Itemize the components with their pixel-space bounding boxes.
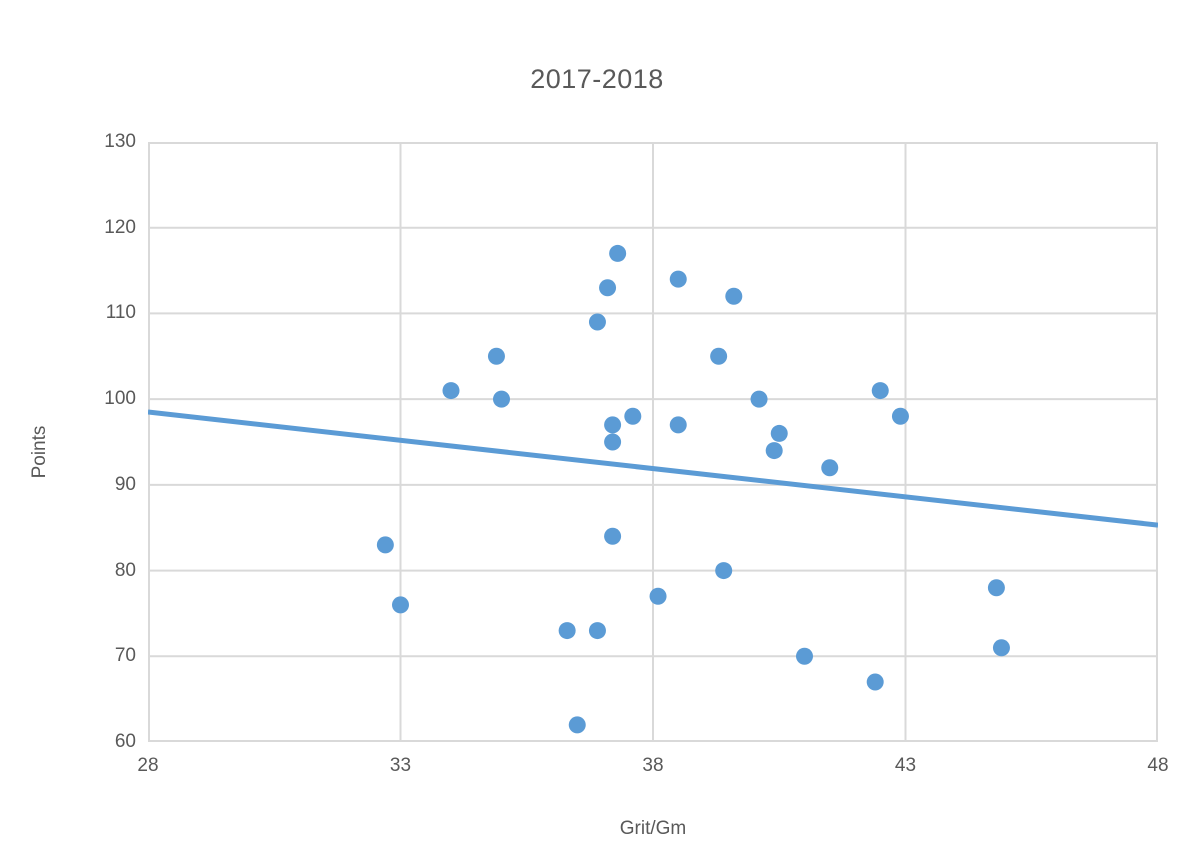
data-point [558,622,576,640]
data-point [710,347,728,365]
data-point [992,639,1010,657]
data-point [649,587,667,605]
y-axis-tick-label: 90 [114,473,136,495]
plot-border [148,142,1158,742]
data-point [750,390,768,408]
data-point [624,407,642,425]
x-axis-tick-label: 33 [389,755,412,776]
data-point [866,673,884,691]
data-point [442,382,460,400]
data-point [604,527,622,545]
y-axis-tick-label: 100 [104,388,136,410]
data-point [725,287,743,305]
x-axis-tick-label: 48 [1147,755,1169,776]
data-point [604,433,622,451]
y-axis-tick-label: 130 [104,131,136,152]
data-point [765,442,783,460]
data-point [376,536,394,554]
data-point [588,622,606,640]
data-point [599,279,617,297]
data-point [487,347,505,365]
data-point [987,579,1005,597]
x-axis-tick-label: 28 [137,755,159,776]
trend-line [148,409,1158,528]
x-axis-tick-label: 43 [894,755,917,776]
y-axis-tick-label: 60 [114,731,136,752]
data-point [715,562,733,580]
y-axis-title: Points [29,425,50,479]
data-point [493,390,510,408]
data-point [392,596,409,614]
data-point [669,270,687,288]
y-axis-tick-label: 110 [105,302,136,324]
data-point [568,716,586,734]
y-axis-tick-label: 70 [114,645,136,667]
data-point [588,313,606,331]
plot-area [148,142,1158,742]
data-point [604,416,622,434]
x-axis-title: Grit/Gm [619,818,687,839]
y-axis-tick-label: 80 [114,559,136,581]
chart-title: 2017-2018 [530,64,664,94]
data-point [669,416,687,434]
data-point [891,407,909,425]
data-point [796,647,813,665]
x-axis-tick-label: 38 [642,755,664,776]
y-axis-tick-label: 120 [104,216,136,238]
data-point [770,424,788,442]
data-point [821,459,839,477]
data-point [609,244,627,262]
data-point [871,382,889,400]
